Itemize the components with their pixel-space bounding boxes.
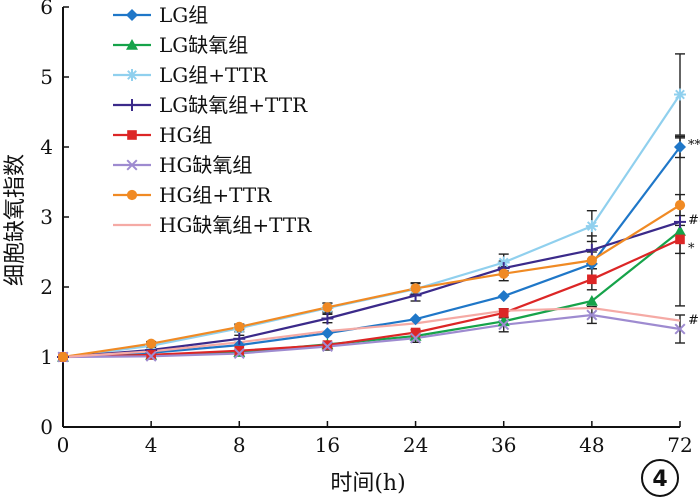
legend-swatch-marker (126, 159, 138, 171)
series-lines (62, 93, 681, 359)
x-tick-label: 16 (315, 433, 340, 457)
y-tick-label: 1 (40, 345, 53, 369)
series-line (62, 220, 681, 359)
legend-label: LG组+TTR (159, 63, 268, 87)
data-point (674, 215, 686, 228)
data-point (145, 350, 157, 362)
data-point (321, 327, 334, 340)
x-tick-label: 24 (403, 433, 428, 457)
legend-label: HG组 (159, 123, 212, 147)
significance-label: * (688, 242, 695, 257)
data-point-stroke (321, 340, 333, 353)
data-point (498, 268, 509, 279)
x-tick-label: 4 (145, 433, 158, 457)
data-point (322, 302, 333, 313)
legend-label: HG组+TTR (159, 183, 272, 207)
data-point (585, 243, 598, 256)
significance-label: # (688, 313, 699, 328)
series-line (62, 306, 681, 359)
legend-label: LG缺氧组+TTR (159, 93, 308, 117)
data-point (410, 283, 421, 294)
legend-swatch-marker (126, 39, 138, 50)
data-point (674, 323, 686, 335)
panel-badge: 4 (641, 459, 679, 497)
data-point (498, 308, 509, 318)
data-point (234, 321, 245, 332)
data-point (586, 309, 598, 321)
legend-swatch-marker (127, 130, 137, 140)
data-point-stroke (498, 319, 510, 331)
data-point (585, 220, 598, 233)
data-point (497, 290, 510, 303)
data-point (146, 338, 157, 349)
legend-swatch-marker (126, 99, 138, 111)
y-tick-label: 5 (40, 65, 53, 89)
series-markers (57, 88, 686, 363)
data-point-stroke (586, 221, 597, 232)
legend-swatch-marker (126, 9, 138, 21)
significance-annotations: ** ## * # (688, 138, 700, 328)
data-point-stroke (674, 323, 686, 335)
data-point (410, 332, 422, 344)
legend-label: LG缺氧组 (159, 33, 248, 57)
y-tick-label: 3 (40, 205, 53, 229)
x-tick-label: 8 (233, 433, 246, 457)
data-point (321, 312, 334, 325)
data-point (234, 345, 245, 356)
significance-label: ## (688, 213, 700, 228)
series-line (62, 313, 681, 359)
legend-label: HG缺氧组 (159, 153, 252, 177)
x-tick-label: 72 (667, 433, 692, 457)
data-point (674, 225, 686, 236)
y-tick-label: 6 (40, 0, 53, 19)
data-point (410, 327, 421, 338)
data-point (409, 313, 422, 326)
x-axis-title: 时间(h) (330, 471, 405, 496)
data-point-stroke (675, 89, 685, 100)
data-point (674, 200, 686, 211)
data-point (674, 88, 686, 101)
series-line (62, 204, 681, 359)
data-point-stroke (586, 309, 598, 321)
legend-swatch-marker (126, 189, 138, 201)
panel-badge-label: 4 (652, 467, 667, 492)
series-line (62, 238, 681, 359)
data-point (321, 340, 333, 353)
data-point (586, 255, 597, 266)
legend-swatch-marker (126, 69, 138, 81)
legend-label: HG缺氧组+TTR (159, 213, 312, 237)
data-point (498, 319, 510, 331)
y-tick-label: 0 (40, 415, 53, 439)
data-point (585, 295, 598, 306)
data-point (675, 234, 685, 245)
data-point (674, 141, 686, 153)
data-point (587, 274, 597, 285)
significance-label: ** (688, 138, 700, 153)
data-point-stroke (233, 347, 245, 360)
y-axis-title: 细胞缺氧指数 (3, 154, 28, 286)
data-point-stroke (145, 350, 157, 362)
legend: LG组 LG缺氧组 LG组+TTR LG缺氧组+TTR HG组 HG缺氧组 HG组+TTR H… (113, 3, 312, 237)
x-tick-label: 36 (491, 433, 516, 457)
x-tick-label: 0 (57, 433, 70, 457)
data-point-stroke (410, 332, 422, 344)
legend-swatch-marker-stroke (126, 159, 138, 171)
data-point (233, 332, 246, 345)
data-point (57, 351, 69, 363)
y-tick-label: 4 (40, 135, 53, 159)
panel-badge-circle (641, 459, 679, 497)
data-point (497, 315, 510, 327)
legend-swatch-marker-stroke (127, 70, 137, 80)
x-tick-label: 48 (579, 433, 604, 457)
data-point (233, 347, 245, 360)
y-tick-label: 2 (40, 275, 53, 299)
legend-label: LG组 (159, 3, 208, 27)
